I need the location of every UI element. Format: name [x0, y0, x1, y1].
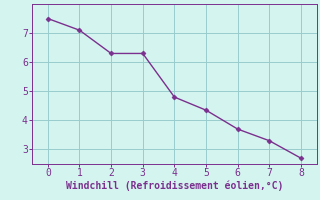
- X-axis label: Windchill (Refroidissement éolien,°C): Windchill (Refroidissement éolien,°C): [66, 181, 283, 191]
